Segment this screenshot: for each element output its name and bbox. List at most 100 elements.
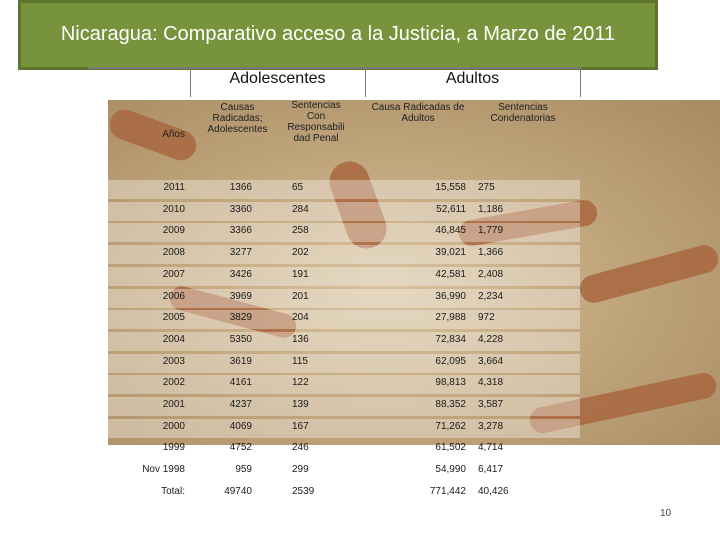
table-cell: 4161 (229, 377, 252, 389)
table-cell: 1,366 (478, 247, 504, 259)
table-cell: 65 (292, 182, 304, 193)
column-rule (580, 67, 581, 97)
group-header: Adolescentes (229, 70, 326, 87)
table-cell: 167 (292, 420, 309, 432)
column-header: Causas Radicadas; Adolescentes (207, 102, 268, 135)
table-cell: 62,095 (435, 355, 466, 367)
table-cell: 1,779 (478, 225, 504, 237)
table-cell: 258 (292, 225, 309, 237)
table-cell: 27,988 (435, 312, 466, 324)
table-cell: 2005 (162, 312, 185, 324)
table-cell: 2009 (162, 225, 185, 237)
table-cell: 3,664 (478, 355, 504, 367)
table-cell: 299 (292, 464, 309, 476)
table-cell: 771,442 (429, 485, 466, 497)
table-cell: 959 (235, 464, 252, 476)
table-cell: 3360 (229, 203, 252, 215)
table-cell: 98,813 (435, 377, 466, 389)
table-cell: 5350 (229, 333, 252, 345)
table-cell: 2002 (162, 377, 185, 389)
table-cell: 1,186 (478, 203, 504, 215)
table-cell: 3969 (229, 290, 252, 302)
table-cell: 72,834 (435, 333, 466, 345)
table-cell: 2539 (292, 485, 315, 497)
table-cell: 2,234 (478, 290, 504, 302)
table-cell: 3426 (229, 268, 252, 280)
column-header: Sentencias Condenatorias (490, 102, 556, 124)
table-cell: 284 (292, 203, 309, 215)
table-cell: 39,021 (435, 247, 466, 259)
table-cell: 52,611 (436, 203, 466, 215)
table-cell: 1366 (229, 182, 252, 193)
table-cell: 3619 (229, 355, 252, 367)
table-cell: 1999 (162, 442, 185, 454)
table-cell: 4237 (229, 399, 252, 410)
row-band (108, 245, 580, 265)
table-cell: 139 (292, 399, 309, 410)
table-cell: 136 (292, 333, 309, 345)
background-photo (105, 100, 720, 445)
table-cell: 3277 (229, 247, 252, 259)
title: Nicaragua: Comparativo acceso a la Justi… (60, 23, 616, 45)
table-cell: 42,581 (435, 268, 466, 280)
table-cell: 4,228 (478, 333, 504, 345)
table-cell: 88,352 (435, 399, 466, 410)
table-cell: 201 (292, 290, 309, 302)
table-cell: 2003 (162, 355, 185, 367)
table-cell: 54,990 (435, 464, 466, 476)
table-cell: 4069 (229, 420, 252, 432)
table-cell: 6,417 (478, 464, 504, 476)
table-cell: 3366 (229, 225, 252, 237)
page-number: 10 (660, 508, 672, 519)
table-cell: Nov 1998 (142, 464, 185, 476)
row-band (108, 397, 580, 416)
row-band (108, 223, 580, 243)
table-cell: 2,408 (478, 268, 504, 280)
table-cell: 2006 (162, 290, 185, 302)
table-cell: Total: (161, 485, 185, 497)
hand (576, 242, 720, 306)
table-cell: 36,990 (435, 290, 466, 302)
table-cell: 40,426 (478, 485, 509, 497)
table-cell: 2004 (162, 333, 185, 345)
column-header: Años (162, 129, 185, 140)
table-cell: 202 (292, 247, 309, 259)
table-cell: 46,845 (435, 225, 466, 237)
table-cell: 2008 (162, 247, 185, 259)
table-cell: 204 (292, 312, 309, 324)
column-rule (190, 67, 191, 97)
column-rule (365, 67, 366, 97)
row-band (108, 418, 580, 438)
table-cell: 15,558 (435, 182, 466, 193)
row-band (108, 201, 580, 221)
table-cell: 972 (478, 312, 495, 324)
table-cell: 2000 (162, 420, 185, 432)
table-cell: 2001 (162, 399, 185, 410)
table-cell: 275 (478, 182, 495, 193)
title-box: Nicaragua: Comparativo acceso a la Justi… (18, 0, 658, 70)
row-band (108, 310, 580, 330)
row-band (108, 288, 580, 308)
table-cell: 115 (292, 355, 308, 367)
table-cell: 3,278 (478, 420, 504, 432)
row-band (108, 375, 580, 395)
column-header: Sentencias Con Responsabili dad Penal (287, 100, 345, 144)
table-cell: 4,714 (478, 442, 504, 454)
table-cell: 3829 (229, 312, 252, 324)
row-band (108, 266, 580, 286)
row-band (108, 331, 580, 351)
table-cell: 49740 (224, 485, 252, 497)
table-cell: 122 (292, 377, 309, 389)
table-top-rule (88, 67, 580, 69)
table-cell: 71,262 (435, 420, 466, 432)
row-band (108, 180, 580, 199)
table-cell: 191 (292, 268, 309, 280)
table-cell: 61,502 (435, 442, 466, 454)
table-cell: 3,587 (478, 399, 504, 410)
table-cell: 2011 (163, 182, 185, 193)
table-cell: 4,318 (478, 377, 504, 389)
row-band (108, 353, 580, 373)
table-cell: 2010 (162, 203, 185, 215)
column-header: Causa Radicadas de Adultos (371, 102, 465, 124)
